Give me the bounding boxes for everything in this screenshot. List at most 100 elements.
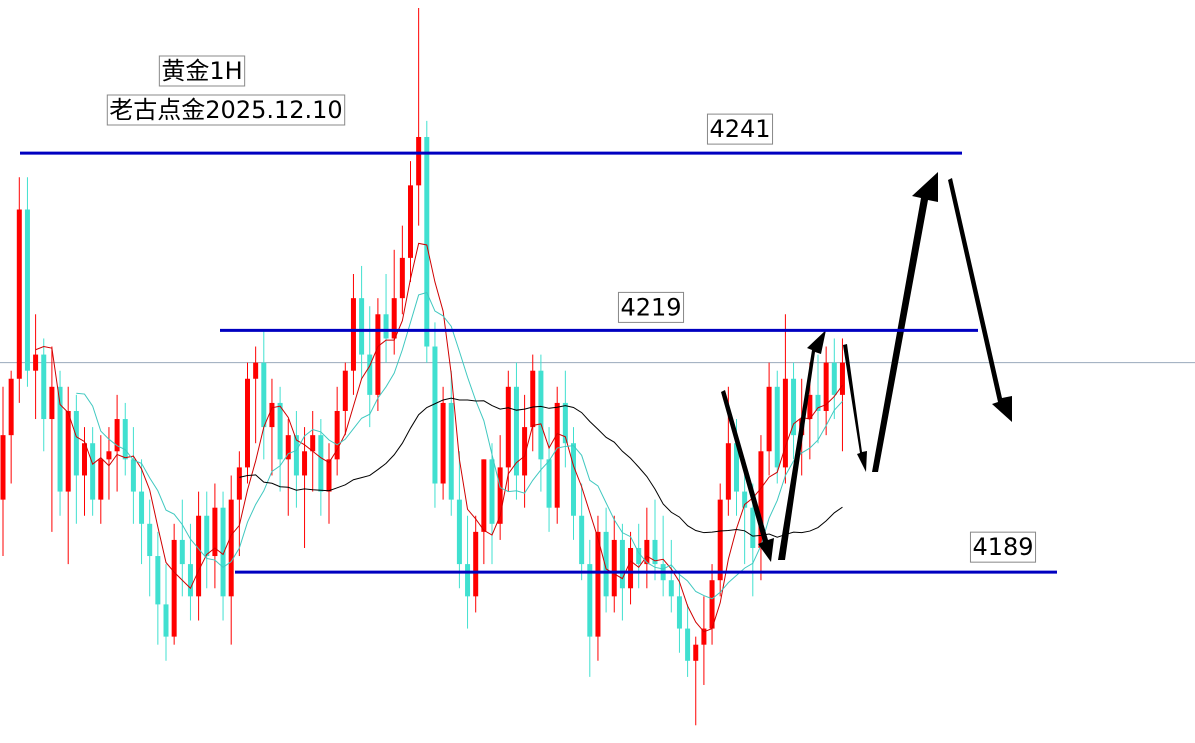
candle-body <box>302 451 308 476</box>
candle-body <box>350 298 356 371</box>
candle-body <box>253 362 259 379</box>
candle-body <box>155 556 161 605</box>
candle-body <box>522 427 528 476</box>
candle-body <box>383 314 389 339</box>
candle-body <box>90 443 96 500</box>
label-box <box>106 94 346 126</box>
candle-body <box>65 410 71 492</box>
candle-body <box>513 386 519 476</box>
labels: 黄金1H 老古点金2025.12.10 <box>106 55 346 126</box>
candle-body <box>82 443 87 476</box>
candle-body <box>277 402 283 460</box>
candle-body <box>236 467 242 500</box>
candle-body <box>269 402 275 428</box>
candle-body <box>342 370 348 411</box>
label-box <box>706 113 774 145</box>
chart-subtitle: 老古点金2025.12.10 <box>109 96 342 124</box>
candle-body <box>204 515 210 557</box>
candle-body <box>16 209 22 379</box>
candle-body <box>33 354 39 371</box>
arrow <box>843 344 867 472</box>
candle-body <box>782 378 788 468</box>
candle-body <box>310 435 316 452</box>
candle-body <box>367 354 373 395</box>
moving-average <box>239 397 843 538</box>
moving-average <box>76 291 843 600</box>
candle-body <box>245 378 250 468</box>
candle-body <box>676 596 682 629</box>
candle-body <box>774 386 780 468</box>
candle-body <box>456 499 462 565</box>
moving-average <box>35 242 843 633</box>
candle-body <box>587 564 593 637</box>
candle-body <box>399 257 405 299</box>
candle-body <box>685 628 691 661</box>
candle-body <box>562 402 568 444</box>
candle-body <box>839 362 845 395</box>
candle-body <box>644 539 650 565</box>
candle-body <box>24 209 30 371</box>
label-box <box>969 531 1037 563</box>
candle-body <box>693 644 699 661</box>
candle-body <box>212 507 218 557</box>
candle-body <box>147 523 153 557</box>
candle-body <box>130 459 136 492</box>
candle-body <box>538 370 544 460</box>
candle-body <box>791 378 797 436</box>
candle-body <box>619 539 625 589</box>
candle-body <box>391 298 397 339</box>
candle-body <box>579 515 585 565</box>
candle-body <box>98 459 104 500</box>
candle-body <box>8 378 14 436</box>
candle-body <box>734 443 739 492</box>
candle-body <box>187 564 193 597</box>
candle-body <box>473 531 479 597</box>
candle-body <box>628 547 634 589</box>
candle-body <box>758 451 764 548</box>
candle-body <box>530 370 536 428</box>
candle-body <box>823 362 829 411</box>
candle-body <box>57 386 63 492</box>
candle-body <box>497 467 503 524</box>
candle-body <box>611 539 617 597</box>
candle-body <box>326 459 332 492</box>
candle-body <box>0 435 6 500</box>
candle-body <box>220 507 226 597</box>
candle-body <box>571 443 576 516</box>
label-box <box>158 55 246 87</box>
candle-body <box>424 136 430 347</box>
arrow <box>948 178 1012 422</box>
candle-body <box>546 459 552 508</box>
candle-body <box>334 410 340 460</box>
arrow <box>721 390 774 562</box>
candle-body <box>815 394 821 411</box>
candle-body <box>603 531 609 597</box>
candle-body <box>725 443 731 500</box>
candle-body <box>742 491 748 508</box>
candle-body <box>293 435 299 476</box>
candle-body <box>554 402 560 508</box>
arrows <box>721 172 1012 562</box>
candle-body <box>408 185 413 258</box>
candle-body <box>717 499 723 581</box>
candle-body <box>668 580 674 597</box>
label-box <box>617 291 685 323</box>
candle-body <box>163 604 169 637</box>
level-label: 4189 <box>972 533 1033 561</box>
chart-title: 黄金1H <box>161 57 242 85</box>
candle-body <box>228 499 234 597</box>
candle-body <box>440 402 446 484</box>
candles <box>0 8 1195 726</box>
arrow <box>872 172 938 472</box>
candle-body <box>465 564 471 597</box>
level-label: 4219 <box>620 293 681 321</box>
candle-body <box>179 539 185 565</box>
candle-body <box>652 539 658 565</box>
candle-body <box>139 491 145 524</box>
candle-body <box>41 354 47 420</box>
candle-body <box>448 402 454 500</box>
candle-body <box>766 386 772 452</box>
candle-body <box>261 362 267 428</box>
candle-body <box>701 628 707 645</box>
